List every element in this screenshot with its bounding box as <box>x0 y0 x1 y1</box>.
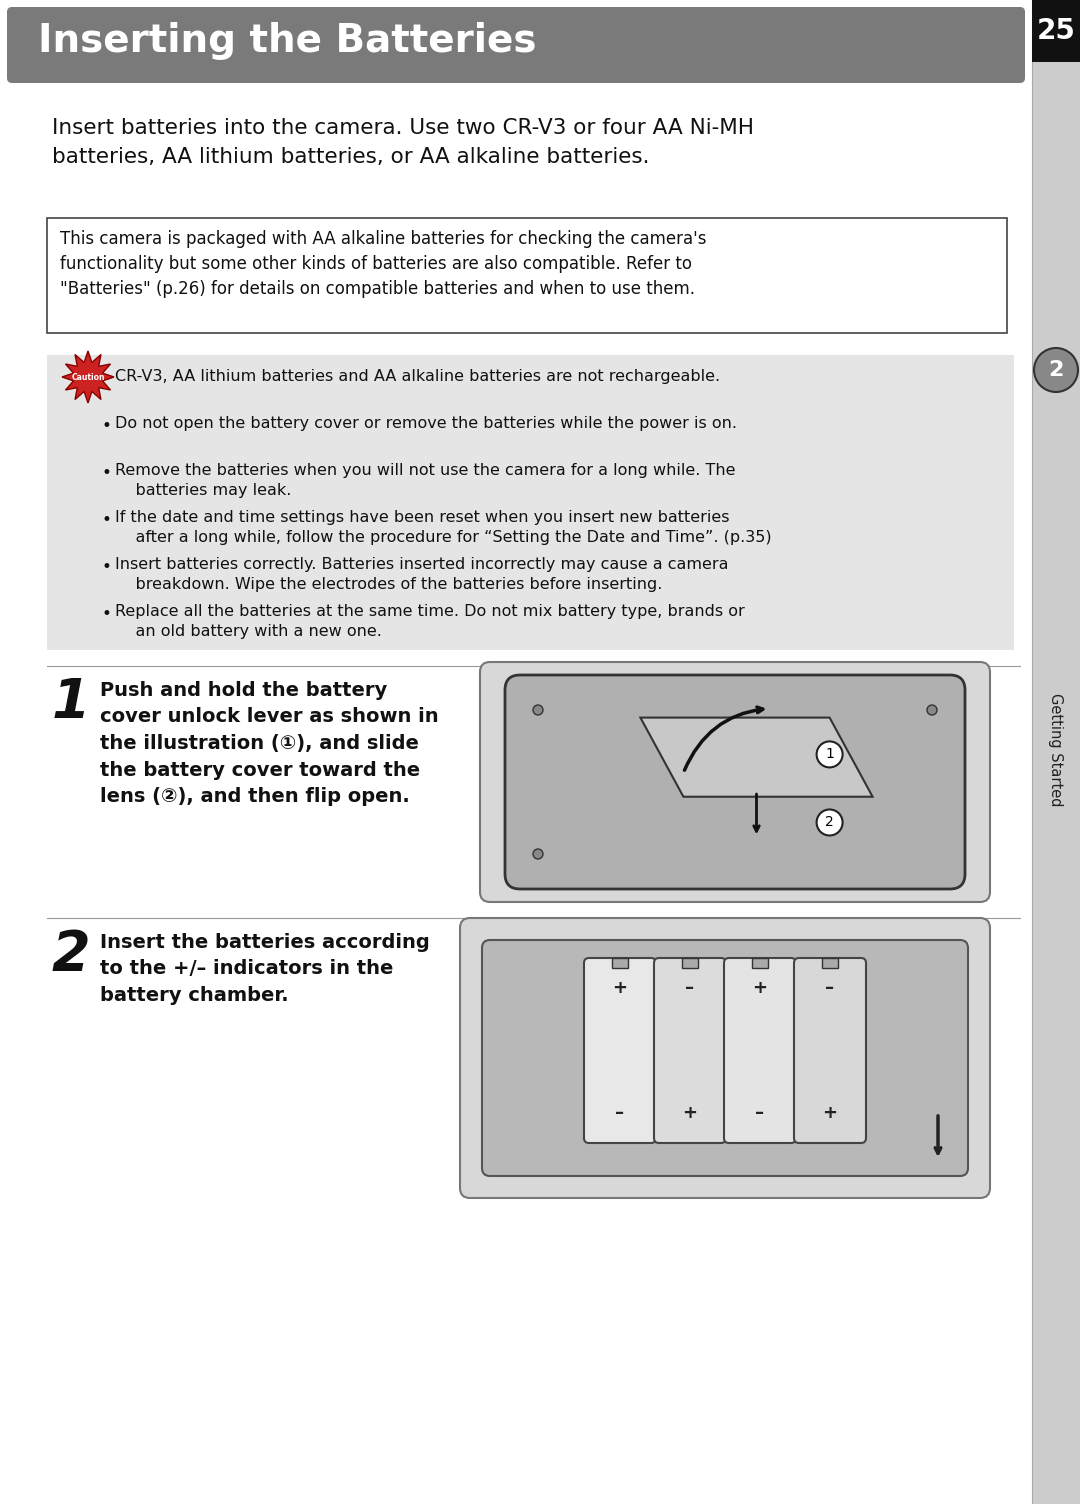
Circle shape <box>534 848 543 859</box>
Bar <box>1032 0 1080 62</box>
FancyBboxPatch shape <box>480 662 990 902</box>
FancyBboxPatch shape <box>482 940 968 1176</box>
Circle shape <box>816 741 842 767</box>
Text: CR-V3, AA lithium batteries and AA alkaline batteries are not rechargeable.: CR-V3, AA lithium batteries and AA alkal… <box>114 368 720 384</box>
Text: +: + <box>753 979 768 997</box>
Bar <box>752 958 768 969</box>
Text: 2: 2 <box>52 928 91 982</box>
Text: Insert batteries correctly. Batteries inserted incorrectly may cause a camera
  : Insert batteries correctly. Batteries in… <box>114 556 729 591</box>
Text: 2: 2 <box>825 815 834 830</box>
Text: +: + <box>683 1104 698 1122</box>
Text: –: – <box>825 979 835 997</box>
FancyBboxPatch shape <box>505 675 966 889</box>
Text: 1: 1 <box>825 747 834 761</box>
Text: •: • <box>102 417 111 435</box>
Text: •: • <box>102 370 111 388</box>
Text: Replace all the batteries at the same time. Do not mix battery type, brands or
 : Replace all the batteries at the same ti… <box>114 605 745 639</box>
Text: Caution: Caution <box>71 373 105 382</box>
Circle shape <box>534 705 543 714</box>
Bar <box>48 218 1007 332</box>
FancyBboxPatch shape <box>724 958 796 1143</box>
Circle shape <box>816 809 842 836</box>
FancyBboxPatch shape <box>460 917 990 1199</box>
Text: This camera is packaged with AA alkaline batteries for checking the camera's
fun: This camera is packaged with AA alkaline… <box>60 230 706 298</box>
Text: If the date and time settings have been reset when you insert new batteries
    : If the date and time settings have been … <box>114 510 771 544</box>
Text: 1: 1 <box>52 675 91 729</box>
Text: –: – <box>616 1104 624 1122</box>
Circle shape <box>1034 347 1078 393</box>
Bar <box>822 958 838 969</box>
Text: +: + <box>823 1104 837 1122</box>
Bar <box>48 355 1014 650</box>
FancyBboxPatch shape <box>794 958 866 1143</box>
Text: Getting Started: Getting Started <box>1049 693 1064 806</box>
Text: Inserting the Batteries: Inserting the Batteries <box>38 23 537 60</box>
Text: Insert batteries into the camera. Use two CR-V3 or four AA Ni-MH
batteries, AA l: Insert batteries into the camera. Use tw… <box>52 117 754 167</box>
Bar <box>612 958 627 969</box>
Text: Remove the batteries when you will not use the camera for a long while. The
    : Remove the batteries when you will not u… <box>114 463 735 498</box>
Text: •: • <box>102 605 111 623</box>
Text: 2: 2 <box>1049 359 1064 381</box>
Polygon shape <box>640 717 873 797</box>
Bar <box>681 958 698 969</box>
Text: –: – <box>755 1104 765 1122</box>
Polygon shape <box>62 350 114 403</box>
Text: Insert the batteries according
to the +/– indicators in the
battery chamber.: Insert the batteries according to the +/… <box>100 932 430 1005</box>
Text: +: + <box>612 979 627 997</box>
Text: •: • <box>102 558 111 576</box>
Text: Push and hold the battery
cover unlock lever as shown in
the illustration (①), a: Push and hold the battery cover unlock l… <box>100 681 438 806</box>
Text: –: – <box>686 979 694 997</box>
Bar <box>1032 0 1080 1504</box>
FancyBboxPatch shape <box>654 958 726 1143</box>
Text: •: • <box>102 465 111 481</box>
Text: Do not open the battery cover or remove the batteries while the power is on.: Do not open the battery cover or remove … <box>114 417 737 432</box>
Circle shape <box>927 705 937 714</box>
FancyBboxPatch shape <box>6 8 1025 83</box>
FancyBboxPatch shape <box>584 958 656 1143</box>
Text: 25: 25 <box>1037 17 1076 45</box>
Text: •: • <box>102 511 111 529</box>
